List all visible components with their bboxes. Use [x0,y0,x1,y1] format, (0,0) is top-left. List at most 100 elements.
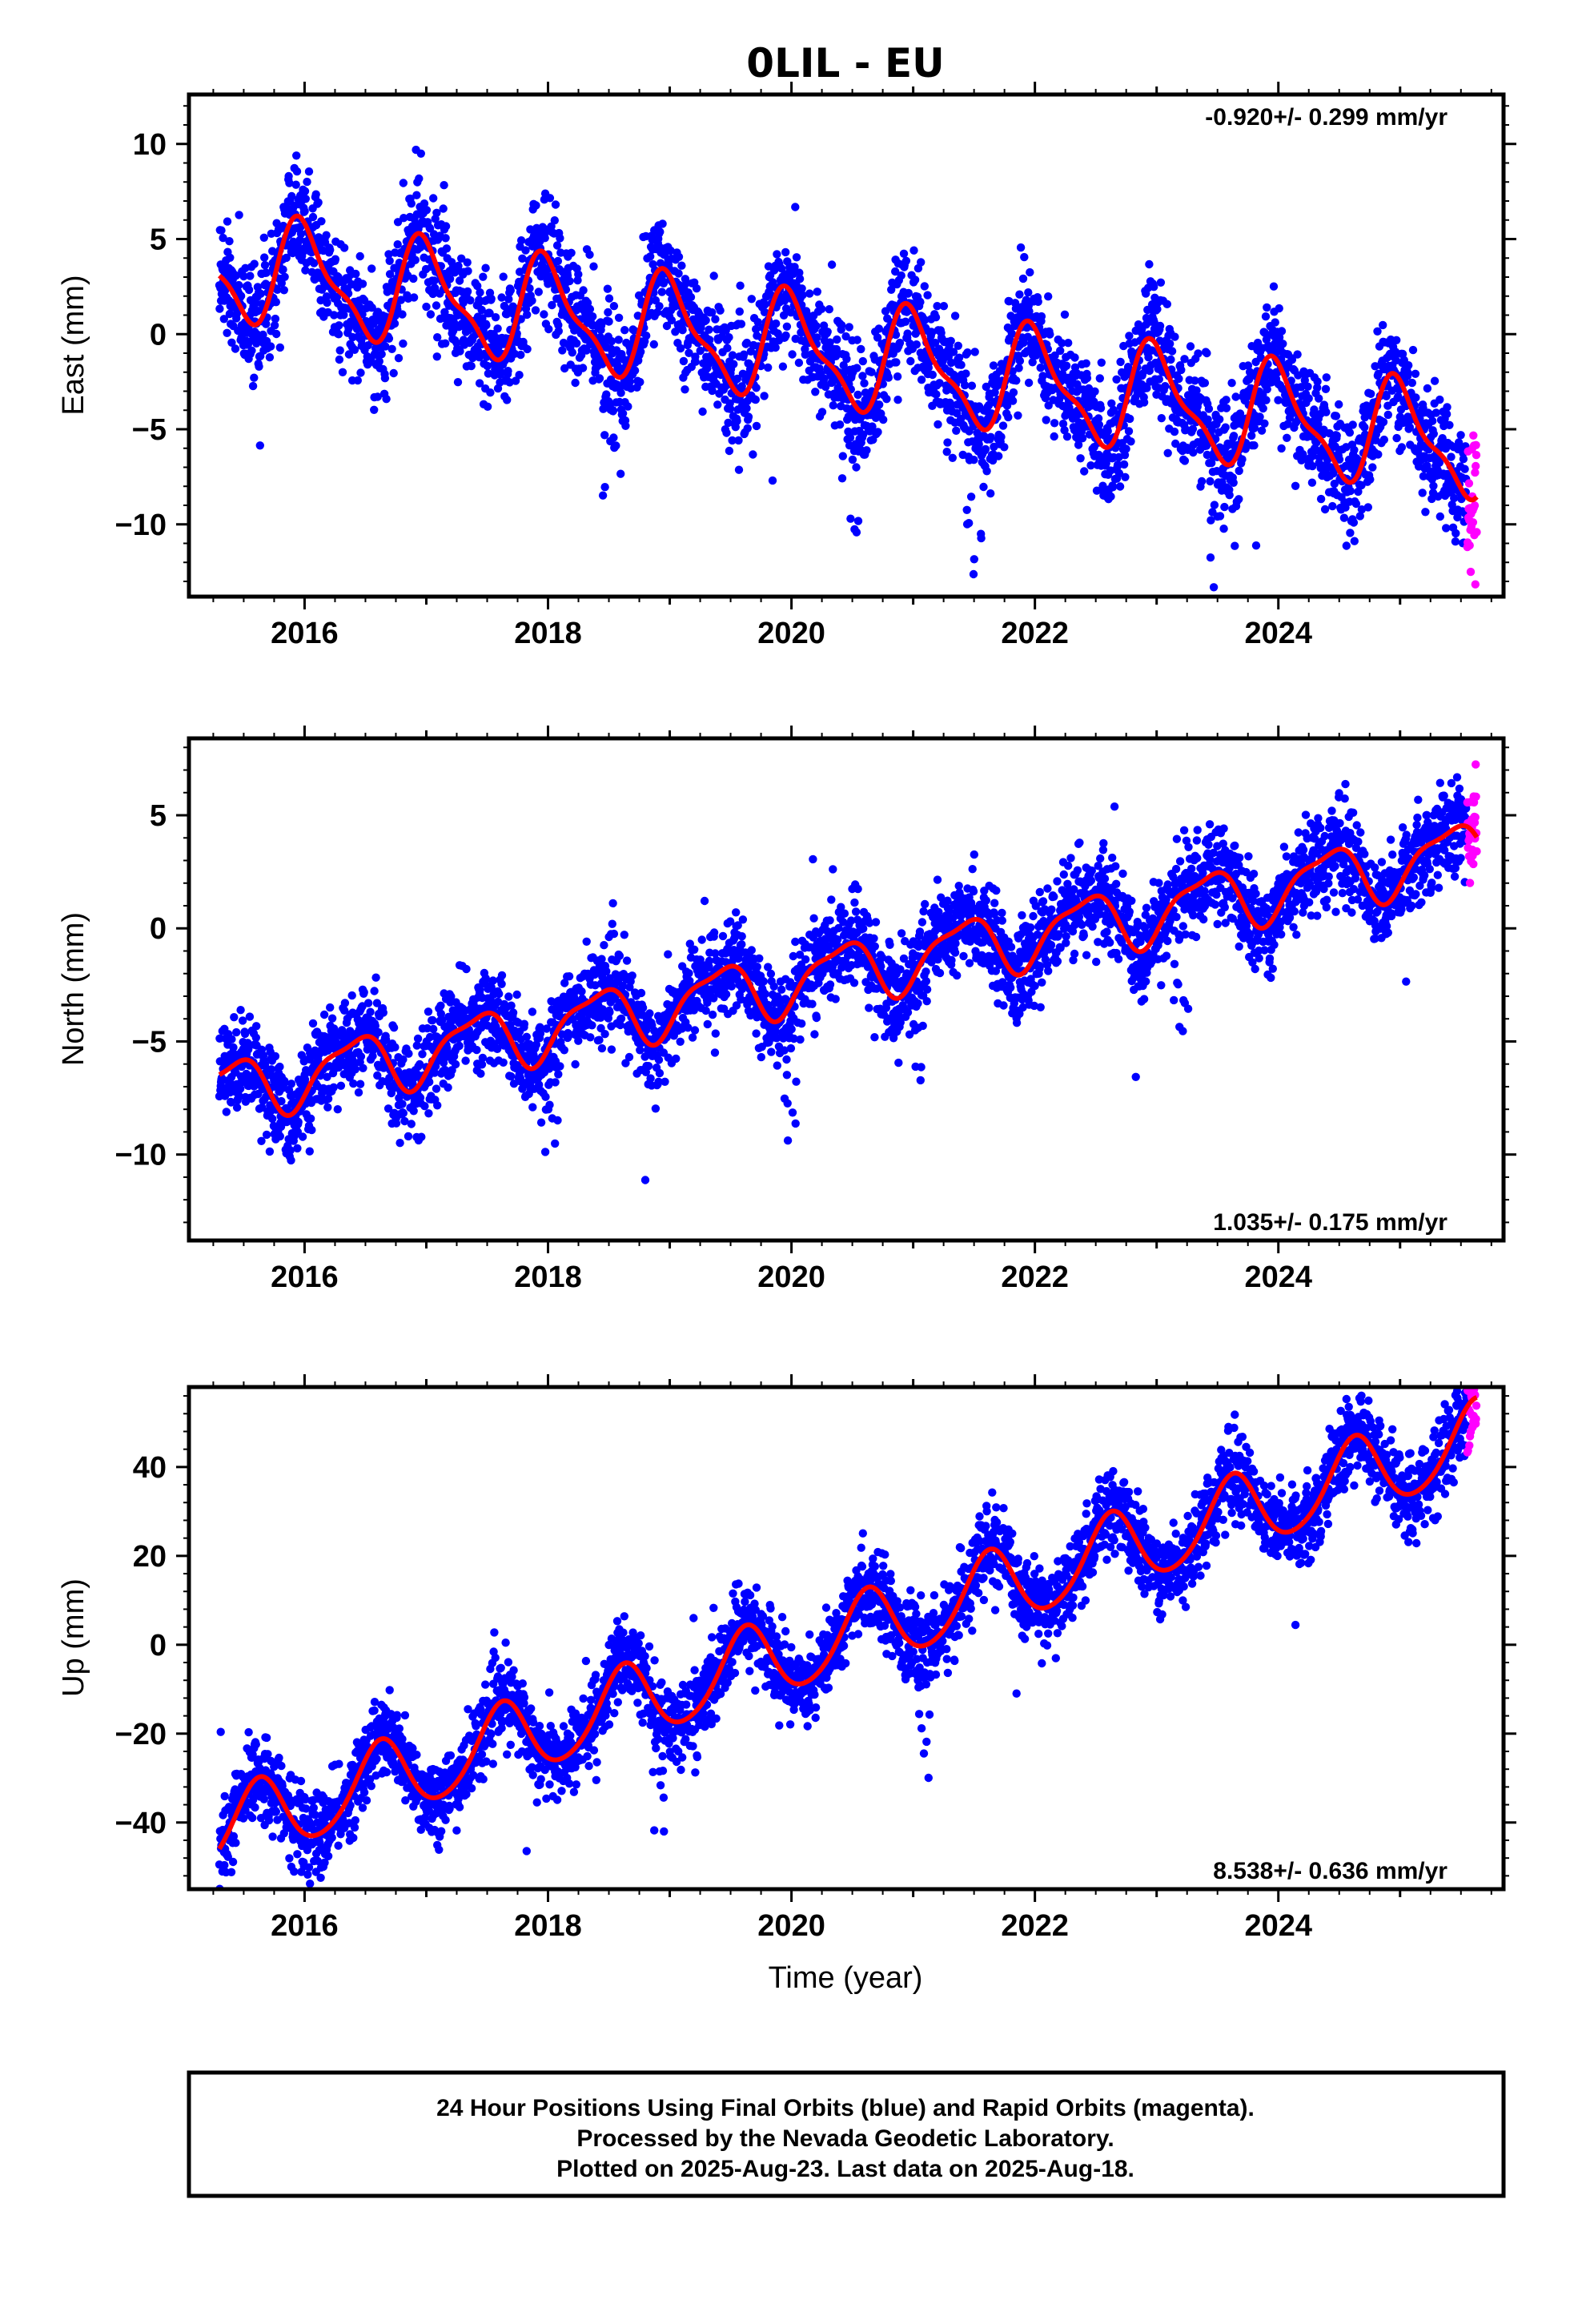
final-orbit-point [982,467,991,476]
final-orbit-point [1092,486,1102,495]
final-orbit-point [942,448,951,456]
final-orbit-point [433,333,442,342]
final-orbit-point [1303,382,1312,391]
final-orbit-point [359,987,368,997]
final-orbit-point [478,314,487,323]
final-orbit-point [578,364,588,372]
final-orbit-point [1126,437,1135,446]
final-orbit-point [852,463,861,472]
final-orbit-point [1155,321,1165,331]
final-orbit-point [1124,427,1134,436]
final-orbit-point [782,322,792,331]
final-orbit-point [399,339,408,348]
final-orbit-point [420,199,429,208]
final-orbit-point [899,249,909,258]
final-orbit-point [1259,404,1267,413]
final-orbit-point [1325,428,1334,438]
final-orbit-point [252,339,261,348]
final-orbit-point [1167,347,1177,356]
final-orbit-point [893,396,902,404]
final-orbit-point [385,270,395,279]
y-tick-label: 0 [150,318,167,352]
final-orbit-point [398,1100,407,1108]
final-orbit-point [589,262,598,271]
final-orbit-point [1222,396,1231,404]
final-orbit-point [879,415,888,424]
final-orbit-point [646,252,655,261]
final-orbit-point [225,237,234,246]
final-orbit-point [444,1083,452,1092]
final-orbit-point [931,313,941,322]
final-orbit-point [373,392,382,401]
final-orbit-point [215,1034,224,1043]
final-orbit-point [1374,450,1383,459]
final-orbit-point [1261,312,1271,321]
final-orbit-point [416,1059,424,1069]
final-orbit-point [215,304,224,313]
final-orbit-point [567,248,576,257]
final-orbit-point [963,348,972,357]
final-orbit-point [740,350,749,359]
final-orbit-point [1150,283,1158,292]
rapid-orbit-point [1472,440,1480,449]
final-orbit-point [447,992,456,1001]
final-orbit-point [708,386,717,396]
final-orbit-point [961,380,970,390]
final-orbit-point [725,446,734,456]
final-orbit-point [725,404,735,413]
final-orbit-point [542,1024,551,1033]
final-orbit-point [433,1101,442,1110]
final-orbit-point [1221,423,1230,432]
final-orbit-point [244,285,254,295]
final-orbit-point [897,271,905,280]
final-orbit-point [417,1132,426,1141]
final-orbit-point [520,1019,529,1028]
final-orbit-point [595,374,604,383]
final-orbit-point [954,341,963,350]
final-orbit-point [339,243,349,252]
final-orbit-point [1322,373,1331,382]
final-orbit-point [425,1077,434,1087]
final-orbit-point [461,1056,470,1065]
final-orbit-point [407,1120,416,1128]
final-orbit-point [859,430,868,439]
final-orbit-point [445,275,455,283]
final-orbit-point [257,1136,266,1146]
final-orbit-point [516,350,525,360]
final-orbit-point [768,476,777,485]
final-orbit-point [705,325,713,334]
final-orbit-point [723,344,732,352]
final-orbit-point [981,444,990,454]
final-orbit-point [523,310,532,320]
final-orbit-point [351,269,360,279]
final-orbit-point [735,307,744,316]
final-orbit-point [1115,482,1125,491]
final-orbit-point [286,1146,295,1155]
final-orbit-point [426,310,436,319]
final-orbit-point [1020,252,1029,262]
rapid-orbit-point [1472,528,1481,537]
final-orbit-point [1044,292,1053,301]
final-orbit-point [1330,479,1339,489]
final-orbit-point [554,320,563,330]
final-orbit-point [236,292,246,300]
final-orbit-point [736,281,745,290]
final-orbit-point [1405,423,1415,432]
final-orbit-point [279,286,288,295]
final-orbit-point [472,1045,481,1055]
final-orbit-point [1355,512,1365,521]
final-orbit-point [438,1015,447,1025]
final-orbit-point [892,358,901,367]
final-orbit-point [339,311,348,320]
final-orbit-point [950,312,960,320]
final-orbit-point [574,270,583,279]
final-orbit-point [724,418,733,428]
final-orbit-point [1443,403,1452,412]
final-orbit-point [280,1076,289,1086]
final-orbit-point [330,311,339,320]
final-orbit-point [794,358,804,368]
final-orbit-point [743,424,752,432]
final-orbit-point [436,1001,445,1011]
final-orbit-point [411,255,420,264]
east-rate-label: -0.920+/- 0.299 mm/yr [1205,104,1447,131]
